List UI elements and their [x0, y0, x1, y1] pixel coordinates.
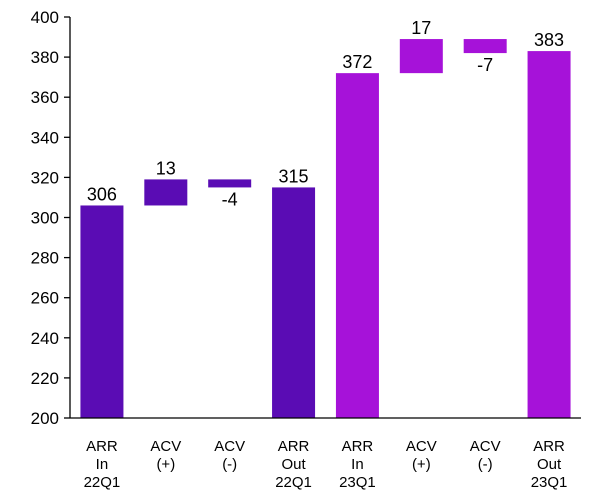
x-tick-label-line: 22Q1 [275, 474, 312, 491]
x-tick-label-line: ACV [150, 438, 181, 455]
y-tick-label: 260 [31, 289, 59, 308]
y-tick-label: 320 [31, 168, 59, 187]
data-label-5: 372 [342, 52, 372, 72]
x-tick-label-line: ACV [406, 438, 437, 455]
bar-3 [208, 179, 252, 188]
y-axis: 200 220 240 260 280 300 320 340 360 380 400 [31, 8, 71, 428]
bar-6 [399, 39, 443, 74]
data-label-8: 383 [534, 30, 564, 50]
x-tick-label-line: ARR [533, 438, 565, 455]
x-tick-label-6: ACV (+) [406, 438, 437, 473]
y-tick-label: 360 [31, 88, 59, 107]
data-label-2: 13 [156, 158, 176, 178]
x-tick-label-line: 22Q1 [84, 474, 121, 491]
x-tick-label-line: (+) [156, 456, 175, 473]
y-tick-label: 400 [31, 8, 59, 27]
x-tick-label-line: ACV [470, 438, 501, 455]
x-tick-label-line: Out [281, 456, 306, 473]
x-tick-label-line: 23Q1 [531, 474, 568, 491]
x-tick-label-line: In [351, 456, 364, 473]
bars [80, 39, 571, 419]
x-tick-label-1: ARR In 22Q1 [84, 438, 121, 491]
x-tick-label-line: ARR [278, 438, 310, 455]
x-tick-label-4: ARR Out 22Q1 [275, 438, 312, 491]
y-tick-label: 340 [31, 128, 59, 147]
y-tick-label: 240 [31, 329, 59, 348]
bar-1 [80, 205, 124, 418]
x-tick-label-3: ACV (-) [214, 438, 245, 473]
bar-2 [144, 179, 188, 206]
data-label-7: -7 [477, 55, 493, 75]
x-tick-label-line: Out [537, 456, 562, 473]
data-label-3: -4 [222, 189, 238, 209]
bar-5 [335, 73, 379, 418]
x-tick-label-7: ACV (-) [470, 438, 501, 473]
data-label-4: 315 [279, 166, 309, 186]
x-tick-label-line: (+) [412, 456, 431, 473]
x-tick-label-line: (-) [478, 456, 493, 473]
x-tick-label-8: ARR Out 23Q1 [531, 438, 568, 491]
bar-7 [463, 39, 507, 54]
data-labels: 306 13 -4 315 372 17 -7 383 [87, 18, 564, 209]
x-tick-label-line: ARR [86, 438, 118, 455]
x-tick-label-line: (-) [222, 456, 237, 473]
x-tick-label-line: ARR [342, 438, 374, 455]
data-label-6: 17 [411, 18, 431, 38]
x-tick-label-5: ARR In 23Q1 [339, 438, 376, 491]
x-tick-label-line: ACV [214, 438, 245, 455]
bar-8 [527, 51, 571, 419]
y-tick-label: 220 [31, 369, 59, 388]
x-tick-label-2: ACV (+) [150, 438, 181, 473]
bar-4 [272, 187, 316, 418]
data-label-1: 306 [87, 184, 117, 204]
y-tick-label: 380 [31, 48, 59, 67]
y-tick-label: 300 [31, 209, 59, 228]
y-tick-label: 280 [31, 249, 59, 268]
x-tick-label-line: 23Q1 [339, 474, 376, 491]
y-tick-label: 200 [31, 409, 59, 428]
x-tick-label-line: In [96, 456, 109, 473]
